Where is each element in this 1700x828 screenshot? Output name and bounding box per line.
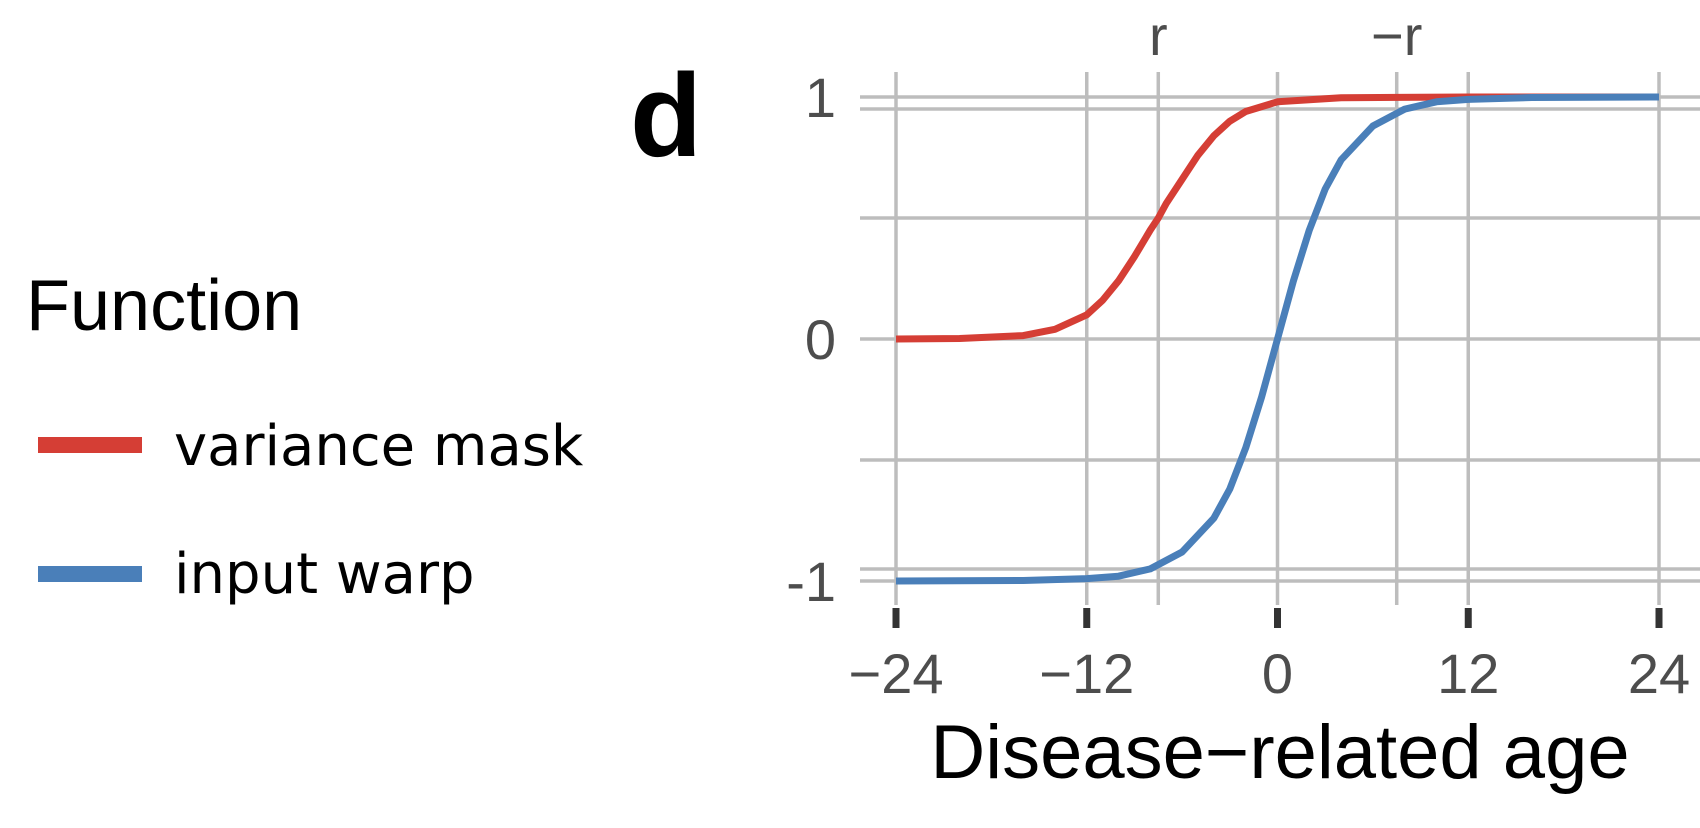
x-tick-label: −24: [849, 642, 944, 705]
x-tick-label: −12: [1039, 642, 1134, 705]
legend-swatch-input-warp: [38, 566, 142, 582]
x-tick-label: 12: [1437, 642, 1499, 705]
top-tick-label: r: [1149, 4, 1168, 67]
legend-title: Function: [26, 266, 302, 346]
y-tick-label: 1: [805, 66, 836, 129]
legend-swatch-variance-mask: [38, 437, 142, 453]
y-tick-label: 0: [805, 308, 836, 371]
top-tick-label: −r: [1371, 4, 1422, 67]
series-line-variance-mask: [895, 93, 1659, 343]
legend-label-variance-mask: variance mask: [174, 414, 584, 479]
series-line-input-warp: [895, 93, 1660, 585]
tick-marks: [892, 608, 1663, 628]
legend-label-input-warp: input warp: [174, 542, 475, 607]
x-tick-label: 0: [1262, 642, 1293, 705]
grid: [860, 72, 1700, 605]
x-axis-title: Disease−related age: [930, 710, 1629, 795]
series-lines: [895, 93, 1660, 585]
x-tick-label: 24: [1628, 642, 1690, 705]
legend: Function variance mask input warp: [26, 266, 584, 607]
tick-labels: −24 −12 0 12 24 1 0 -1 r −r: [786, 4, 1690, 705]
panel-label: d: [630, 50, 702, 182]
y-tick-label: -1: [786, 550, 836, 613]
